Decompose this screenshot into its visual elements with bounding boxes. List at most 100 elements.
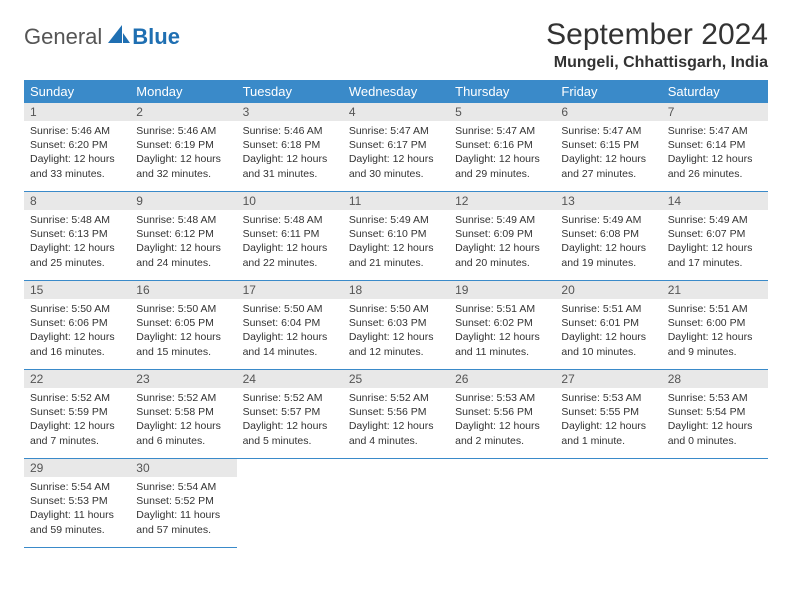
day-details: Sunrise: 5:53 AMSunset: 5:55 PMDaylight:… [555,388,661,452]
calendar-week: 15Sunrise: 5:50 AMSunset: 6:06 PMDayligh… [24,281,768,370]
day-number: 12 [449,192,555,210]
day-details: Sunrise: 5:50 AMSunset: 6:06 PMDaylight:… [24,299,130,363]
day-number: 13 [555,192,661,210]
day-details: Sunrise: 5:47 AMSunset: 6:16 PMDaylight:… [449,121,555,185]
day-details: Sunrise: 5:52 AMSunset: 5:58 PMDaylight:… [130,388,236,452]
calendar-page: General Blue September 2024 Mungeli, Chh… [0,0,792,612]
day-details: Sunrise: 5:51 AMSunset: 6:01 PMDaylight:… [555,299,661,363]
day-number: 22 [24,370,130,388]
day-details: Sunrise: 5:49 AMSunset: 6:08 PMDaylight:… [555,210,661,274]
sail-icon [108,25,130,43]
day-header: Sunday [24,80,130,103]
day-number: 25 [343,370,449,388]
day-details: Sunrise: 5:48 AMSunset: 6:12 PMDaylight:… [130,210,236,274]
month-title: September 2024 [546,18,768,52]
day-number: 8 [24,192,130,210]
day-details: Sunrise: 5:51 AMSunset: 6:00 PMDaylight:… [662,299,768,363]
day-number: 3 [237,103,343,121]
day-header: Thursday [449,80,555,103]
day-details: Sunrise: 5:46 AMSunset: 6:20 PMDaylight:… [24,121,130,185]
day-details: Sunrise: 5:50 AMSunset: 6:03 PMDaylight:… [343,299,449,363]
calendar-cell: 18Sunrise: 5:50 AMSunset: 6:03 PMDayligh… [343,281,449,370]
calendar-cell: 12Sunrise: 5:49 AMSunset: 6:09 PMDayligh… [449,192,555,281]
calendar-cell: 24Sunrise: 5:52 AMSunset: 5:57 PMDayligh… [237,370,343,459]
day-number: 18 [343,281,449,299]
day-number: 1 [24,103,130,121]
day-number: 24 [237,370,343,388]
calendar-cell [555,459,661,548]
day-number: 4 [343,103,449,121]
calendar-cell: 26Sunrise: 5:53 AMSunset: 5:56 PMDayligh… [449,370,555,459]
calendar-cell: 29Sunrise: 5:54 AMSunset: 5:53 PMDayligh… [24,459,130,548]
day-details: Sunrise: 5:46 AMSunset: 6:18 PMDaylight:… [237,121,343,185]
day-number: 11 [343,192,449,210]
day-details: Sunrise: 5:54 AMSunset: 5:52 PMDaylight:… [130,477,236,541]
calendar-cell: 27Sunrise: 5:53 AMSunset: 5:55 PMDayligh… [555,370,661,459]
calendar-body: 1Sunrise: 5:46 AMSunset: 6:20 PMDaylight… [24,103,768,548]
calendar-table: SundayMondayTuesdayWednesdayThursdayFrid… [24,80,768,548]
calendar-cell [343,459,449,548]
calendar-cell: 6Sunrise: 5:47 AMSunset: 6:15 PMDaylight… [555,103,661,192]
day-details: Sunrise: 5:48 AMSunset: 6:11 PMDaylight:… [237,210,343,274]
day-number: 9 [130,192,236,210]
day-details: Sunrise: 5:49 AMSunset: 6:10 PMDaylight:… [343,210,449,274]
calendar-cell: 5Sunrise: 5:47 AMSunset: 6:16 PMDaylight… [449,103,555,192]
calendar-cell: 15Sunrise: 5:50 AMSunset: 6:06 PMDayligh… [24,281,130,370]
calendar-week: 22Sunrise: 5:52 AMSunset: 5:59 PMDayligh… [24,370,768,459]
day-number: 29 [24,459,130,477]
day-header: Friday [555,80,661,103]
day-number: 16 [130,281,236,299]
calendar-week: 29Sunrise: 5:54 AMSunset: 5:53 PMDayligh… [24,459,768,548]
day-details: Sunrise: 5:49 AMSunset: 6:07 PMDaylight:… [662,210,768,274]
day-number: 10 [237,192,343,210]
title-block: September 2024 Mungeli, Chhattisgarh, In… [546,18,768,72]
day-details: Sunrise: 5:49 AMSunset: 6:09 PMDaylight:… [449,210,555,274]
calendar-cell: 13Sunrise: 5:49 AMSunset: 6:08 PMDayligh… [555,192,661,281]
calendar-cell: 25Sunrise: 5:52 AMSunset: 5:56 PMDayligh… [343,370,449,459]
calendar-cell: 4Sunrise: 5:47 AMSunset: 6:17 PMDaylight… [343,103,449,192]
calendar-cell: 14Sunrise: 5:49 AMSunset: 6:07 PMDayligh… [662,192,768,281]
calendar-cell: 3Sunrise: 5:46 AMSunset: 6:18 PMDaylight… [237,103,343,192]
day-number: 21 [662,281,768,299]
day-header: Saturday [662,80,768,103]
day-number: 28 [662,370,768,388]
day-header: Wednesday [343,80,449,103]
day-details: Sunrise: 5:48 AMSunset: 6:13 PMDaylight:… [24,210,130,274]
day-details: Sunrise: 5:46 AMSunset: 6:19 PMDaylight:… [130,121,236,185]
brand-logo: General Blue [24,24,180,50]
day-number: 6 [555,103,661,121]
day-number: 19 [449,281,555,299]
day-details: Sunrise: 5:54 AMSunset: 5:53 PMDaylight:… [24,477,130,541]
day-details: Sunrise: 5:47 AMSunset: 6:17 PMDaylight:… [343,121,449,185]
calendar-cell: 28Sunrise: 5:53 AMSunset: 5:54 PMDayligh… [662,370,768,459]
day-number: 26 [449,370,555,388]
day-details: Sunrise: 5:52 AMSunset: 5:56 PMDaylight:… [343,388,449,452]
calendar-cell: 1Sunrise: 5:46 AMSunset: 6:20 PMDaylight… [24,103,130,192]
header: General Blue September 2024 Mungeli, Chh… [24,18,768,72]
calendar-cell: 16Sunrise: 5:50 AMSunset: 6:05 PMDayligh… [130,281,236,370]
day-details: Sunrise: 5:50 AMSunset: 6:05 PMDaylight:… [130,299,236,363]
day-number: 23 [130,370,236,388]
calendar-head: SundayMondayTuesdayWednesdayThursdayFrid… [24,80,768,103]
calendar-cell: 21Sunrise: 5:51 AMSunset: 6:00 PMDayligh… [662,281,768,370]
day-number: 20 [555,281,661,299]
day-details: Sunrise: 5:50 AMSunset: 6:04 PMDaylight:… [237,299,343,363]
location: Mungeli, Chhattisgarh, India [546,54,768,72]
day-header: Tuesday [237,80,343,103]
day-details: Sunrise: 5:47 AMSunset: 6:14 PMDaylight:… [662,121,768,185]
calendar-cell [237,459,343,548]
day-details: Sunrise: 5:52 AMSunset: 5:59 PMDaylight:… [24,388,130,452]
day-header: Monday [130,80,236,103]
calendar-week: 8Sunrise: 5:48 AMSunset: 6:13 PMDaylight… [24,192,768,281]
day-details: Sunrise: 5:47 AMSunset: 6:15 PMDaylight:… [555,121,661,185]
calendar-cell [449,459,555,548]
calendar-cell [662,459,768,548]
day-details: Sunrise: 5:52 AMSunset: 5:57 PMDaylight:… [237,388,343,452]
calendar-cell: 23Sunrise: 5:52 AMSunset: 5:58 PMDayligh… [130,370,236,459]
day-number: 15 [24,281,130,299]
calendar-cell: 19Sunrise: 5:51 AMSunset: 6:02 PMDayligh… [449,281,555,370]
day-details: Sunrise: 5:51 AMSunset: 6:02 PMDaylight:… [449,299,555,363]
calendar-cell: 2Sunrise: 5:46 AMSunset: 6:19 PMDaylight… [130,103,236,192]
calendar-cell: 30Sunrise: 5:54 AMSunset: 5:52 PMDayligh… [130,459,236,548]
calendar-week: 1Sunrise: 5:46 AMSunset: 6:20 PMDaylight… [24,103,768,192]
